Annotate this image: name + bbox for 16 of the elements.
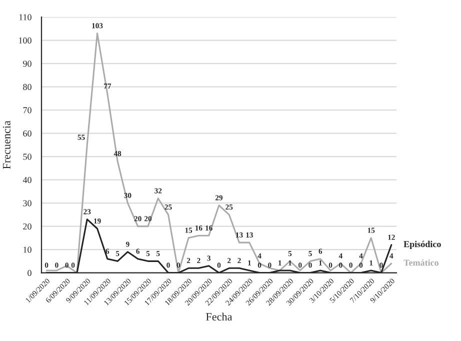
x-axis-title: Fecha [206, 312, 232, 321]
series-label: Temático [404, 259, 438, 266]
y-tick-label: 0 [28, 270, 32, 276]
series-label: Episódico [404, 240, 441, 249]
y-tick-label: 30 [23, 200, 32, 206]
y-tick-label: 90 [23, 60, 32, 67]
y-tick-label: 20 [23, 223, 32, 230]
y-axis-title: Frecuencia [2, 120, 10, 169]
y-tick-label: 10 [24, 246, 32, 253]
y-tick-label: 60 [23, 130, 32, 137]
y-tick-label: 110 [19, 14, 32, 20]
y-tick-label: 100 [19, 37, 32, 44]
y-tick-label: 50 [23, 154, 32, 160]
y-tick-label: 80 [23, 84, 32, 90]
y-tick-label: 70 [23, 107, 32, 114]
y-tick-label: 40 [22, 176, 32, 184]
